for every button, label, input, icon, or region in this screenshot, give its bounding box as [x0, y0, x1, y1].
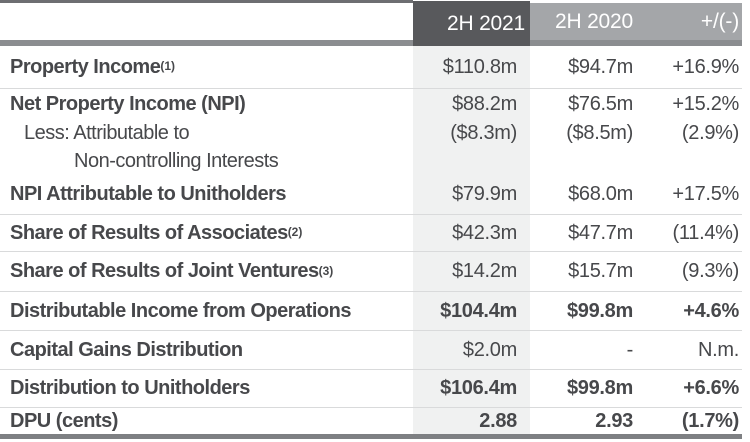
value-2020: 2.93 [595, 409, 633, 432]
value-2020: $94.7m [568, 55, 633, 78]
column-header-2h2021: 2H 2021 [413, 1, 530, 46]
value-2020 [530, 147, 645, 175]
value-2021: $14.2m [413, 252, 530, 291]
row-label: Non-controlling Interests [74, 149, 279, 172]
footnote-marker: (1) [160, 59, 175, 73]
value-2021: $88.2m [413, 89, 530, 119]
row-distributable-income: Distributable Income from Operations $10… [0, 291, 742, 330]
value-2020: $76.5m [568, 92, 633, 115]
row-label: Less: Attributable to [24, 121, 190, 144]
header-underline [0, 40, 742, 46]
row-label: Capital Gains Distribution [10, 338, 243, 361]
value-2020: ($8.5m) [566, 121, 633, 144]
row-capital-gains-distribution: Capital Gains Distribution $2.0m - N.m. [0, 330, 742, 369]
footnote-marker: (2) [287, 225, 303, 239]
row-label: Share of Results of Associates (2) [0, 215, 413, 251]
row-npi-attributable-unitholders: NPI Attributable to Unitholders $79.9m $… [0, 175, 742, 214]
row-label: Distribution to Unitholders [10, 377, 250, 399]
row-share-associates: Share of Results of Associates (2) $42.3m… [0, 214, 742, 251]
value-2020: $47.7m [568, 221, 633, 244]
row-non-controlling-interests: Non-controlling Interests [0, 147, 742, 175]
value-2021: $42.3m [413, 215, 530, 251]
row-label: Net Property Income (NPI) [10, 92, 246, 115]
row-label: Property Income (1) [0, 46, 413, 88]
row-share-joint-ventures: Share of Results of Joint Ventures (3) $1… [0, 251, 742, 291]
value-change: +15.2% [672, 92, 739, 115]
label-text: Share of Results of Joint Ventures [10, 260, 319, 282]
value-2020: $68.0m [568, 183, 633, 205]
row-net-property-income: Net Property Income (NPI) $88.2m $76.5m … [0, 89, 742, 119]
value-change: +16.9% [672, 55, 739, 78]
value-change: (1.7%) [681, 409, 739, 432]
value-2021: $110.8m [413, 46, 530, 88]
value-2021 [413, 147, 530, 175]
value-2020: $15.7m [568, 260, 633, 282]
value-2020: $99.8m [566, 377, 633, 399]
table-header: 2H 2020 +/(-) 2H 2021 [0, 0, 742, 46]
value-2020: - [626, 338, 634, 361]
value-change: +17.5% [672, 183, 739, 205]
value-2021: ($8.3m) [413, 119, 530, 147]
row-dpu-cents: DPU (cents) 2.88 2.93 (1.7%) [0, 407, 742, 434]
row-less-attributable: Less: Attributable to ($8.3m) ($8.5m) (2… [0, 119, 742, 147]
table-bottom-border [0, 434, 742, 439]
row-label: Distributable Income from Operations [10, 299, 351, 322]
row-label: DPU (cents) [10, 409, 118, 432]
value-2021: $2.0m [413, 331, 530, 369]
row-label: NPI Attributable to Unitholders [10, 183, 286, 205]
label-text: Share of Results of Associates [10, 221, 288, 244]
footnote-marker: (3) [318, 263, 334, 278]
value-change: +6.6% [683, 377, 739, 399]
value-2021: 2.88 [413, 408, 530, 434]
value-change: +4.6% [683, 299, 739, 322]
table-top-border [0, 0, 413, 3]
value-change: N.m. [697, 338, 739, 361]
value-2021: $79.9m [413, 175, 530, 214]
value-change: (9.3%) [681, 260, 739, 282]
column-header-change: +/(-) [645, 3, 742, 40]
value-change: (2.9%) [681, 121, 739, 144]
value-change: (11.4%) [672, 221, 740, 244]
value-change [645, 147, 742, 175]
label-text: Property Income [10, 55, 161, 78]
row-label: Share of Results of Joint Ventures (3) [0, 252, 413, 291]
value-2021: $104.4m [413, 292, 530, 330]
value-2021: $106.4m [413, 370, 530, 407]
value-2020: $99.8m [566, 299, 633, 322]
row-distribution-to-unitholders: Distribution to Unitholders $106.4m $99.… [0, 369, 742, 407]
row-property-income: Property Income (1) $110.8m $94.7m +16.9% [0, 46, 742, 88]
column-header-2h2020: 2H 2020 [530, 3, 645, 40]
row-group-net-property-income: Net Property Income (NPI) $88.2m $76.5m … [0, 88, 742, 214]
